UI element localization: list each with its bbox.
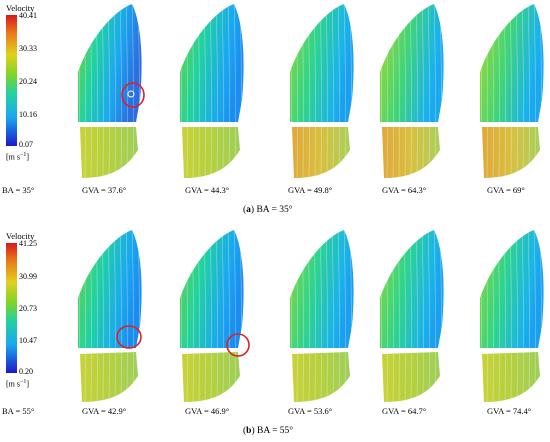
blade-streamline-plot [180, 230, 244, 402]
panel-b: Velocity 41.25 30.99 20.73 10.47 0.20 [m… [0, 226, 550, 442]
panel-caption: (b) BA = 55° [243, 426, 294, 436]
case-label: GVA = 69° [487, 185, 525, 195]
colorbar-tick: 20.24 [19, 77, 37, 86]
colorbar [6, 15, 17, 146]
case-label: GVA = 37.6° [82, 185, 127, 195]
colorbar-tick: 40.41 [19, 11, 37, 20]
blade-streamline-plot [380, 4, 444, 178]
blade-streamline-plot [78, 230, 142, 402]
blade-streamline-plot [380, 230, 444, 402]
colorbar-tick: 0.07 [19, 140, 33, 149]
blade-streamline-plot [480, 230, 544, 402]
colorbar-tick: 20.73 [19, 304, 37, 313]
case-label: GVA = 64.3° [382, 185, 427, 195]
colorbar-tick: 10.16 [19, 110, 37, 119]
panel-caption: (a) BA = 35° [243, 205, 293, 215]
colorbar-tick: 30.99 [19, 272, 37, 281]
ba-label: BA = 55° [2, 406, 35, 416]
case-label: GVA = 44.3° [185, 185, 230, 195]
blade-streamline-plot [480, 4, 544, 178]
case-label: GVA = 49.8° [288, 185, 333, 195]
colorbar-unit: [m s−1] [6, 379, 30, 389]
case-label: GVA = 53.6° [288, 406, 333, 416]
colorbar-title: Velocity [6, 3, 35, 13]
blade-streamline-plot [290, 230, 354, 402]
vortex-highlight-circle [121, 82, 145, 108]
colorbar-tick: 10.47 [19, 336, 37, 345]
case-label: GVA = 46.9° [185, 406, 230, 416]
colorbar-unit: [m s−1] [6, 152, 30, 162]
ba-label: BA = 35° [2, 185, 35, 195]
case-label: GVA = 64.7° [382, 406, 427, 416]
vortex-highlight-circle [116, 325, 142, 349]
colorbar-title: Velocity [6, 231, 35, 241]
colorbar-tick: 41.25 [19, 239, 37, 248]
blade-streamline-plot [180, 4, 244, 178]
panel-a: Velocity 40.41 30.33 20.24 10.16 0.07 [m… [2, 3, 544, 215]
case-label: GVA = 74.4° [487, 406, 532, 416]
blade-streamline-plot [290, 4, 354, 178]
colorbar-tick: 30.33 [19, 44, 37, 53]
case-label: GVA = 42.9° [82, 406, 127, 416]
colorbar [6, 243, 17, 373]
colorbar-tick: 0.20 [19, 367, 33, 376]
vortex-highlight-circle [226, 333, 250, 357]
